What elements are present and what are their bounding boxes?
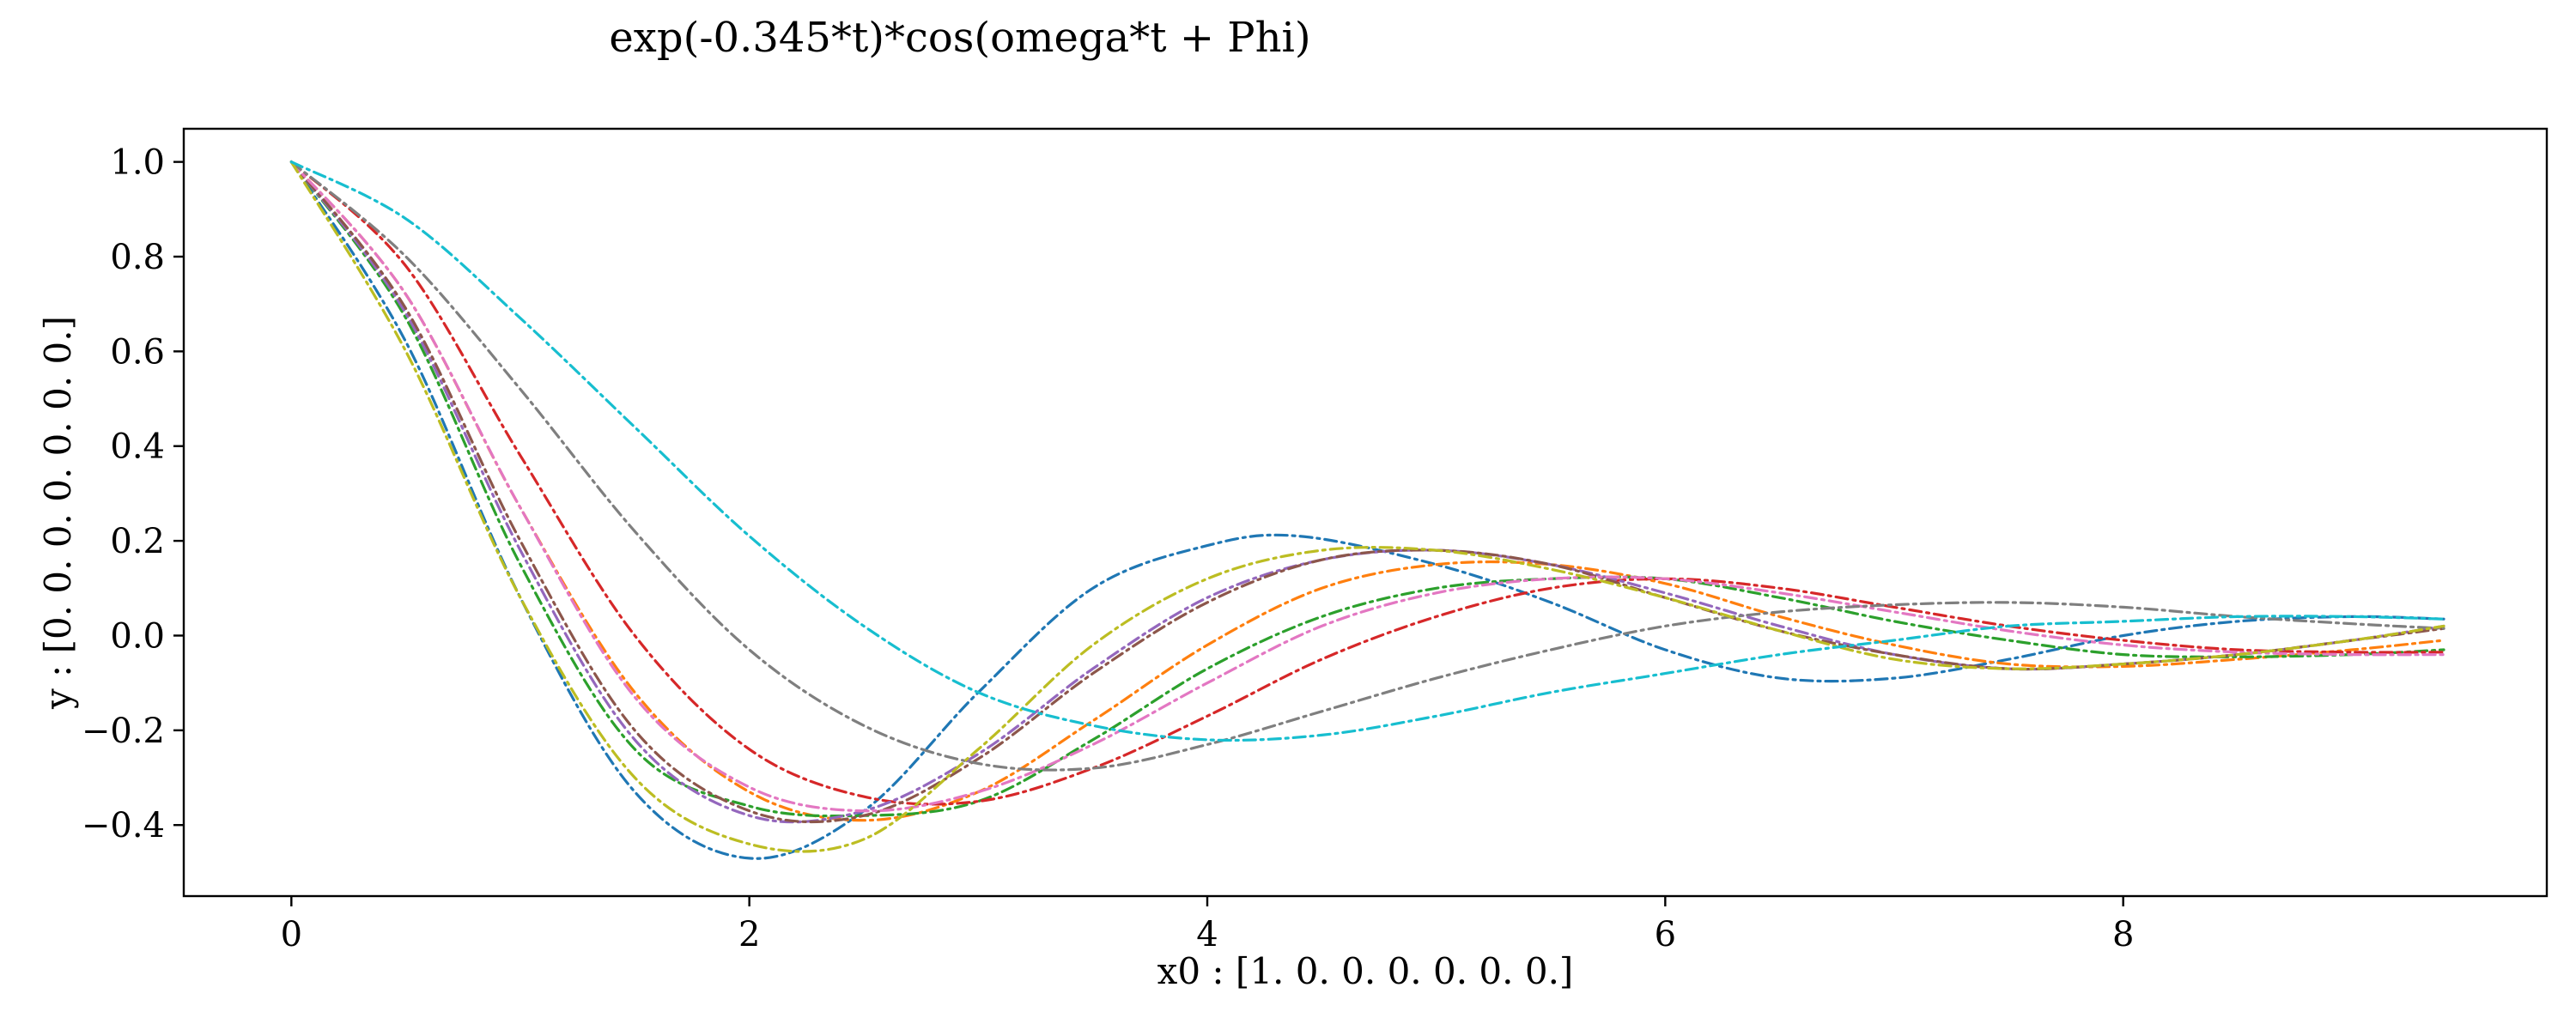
y-tick-label: 0.4 [110, 427, 165, 467]
y-tick-label: −0.4 [82, 806, 165, 845]
series-line-9 [289, 161, 2445, 853]
x-axis-label: x0 : [1. 0. 0. 0. 0. 0. 0.] [1157, 950, 1574, 992]
y-axis: 1.0 0.8 0.6 0.4 0.2 0.0 −0.2 −0.4 [82, 143, 184, 845]
series-line-1 [289, 161, 2445, 860]
y-tick-label: 0.8 [110, 238, 165, 277]
chart-title: exp(-0.345*t)*cos(omega*t + Phi) [609, 14, 1310, 62]
series-line-4 [289, 161, 2445, 806]
series-line-10 [289, 161, 2445, 742]
x-axis: 0 2 4 6 8 [281, 896, 2134, 954]
x-tick-label: 0 [281, 915, 302, 954]
x-tick-label: 2 [738, 915, 760, 954]
series-line-3 [289, 161, 2445, 818]
series-layer [289, 161, 2445, 860]
x-tick-label: 6 [1655, 915, 1676, 954]
y-tick-label: 1.0 [110, 143, 165, 183]
x-tick-label: 4 [1196, 915, 1218, 954]
y-tick-label: −0.2 [82, 712, 165, 751]
y-tick-label: 0.2 [110, 522, 165, 561]
y-axis-label: y : [0. 0. 0. 0. 0. 0. 0.] [37, 316, 79, 710]
series-line-7 [289, 161, 2445, 813]
y-tick-label: 0.6 [110, 332, 165, 372]
series-line-8 [289, 161, 2445, 772]
x-tick-label: 8 [2112, 915, 2134, 954]
plot-frame [182, 127, 2549, 898]
series-line-2 [289, 161, 2445, 822]
y-tick-label: 0.0 [110, 616, 165, 656]
